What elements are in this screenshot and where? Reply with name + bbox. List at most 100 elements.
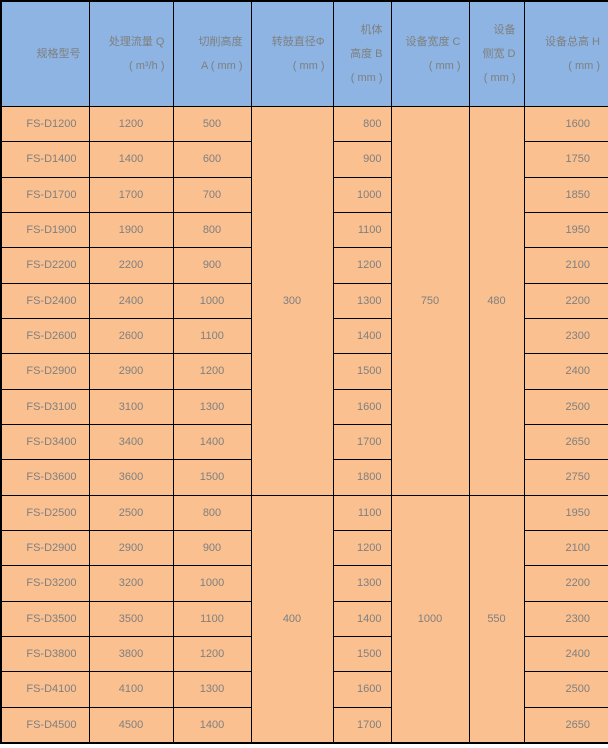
- table-row: FS-D2500 2500 800 400 1100 1000 550 1950: [0, 494, 608, 744]
- header-model: 规格型号: [0, 0, 90, 107]
- cell-side-width-d: 480: [468, 106, 525, 496]
- table-row: FS-D3600 3600 1500 1800 2750: [0, 459, 608, 496]
- cell-flow-q: 1900: [88, 211, 174, 249]
- cell-model: FS-D1900: [0, 211, 90, 249]
- cell-total-height-h: 1600: [523, 105, 608, 143]
- table-row: FS-D1200 1200 500 300 800 750 480 1600: [0, 105, 608, 496]
- header-cut_height_a: 切削高度 A ( mm ): [172, 0, 252, 107]
- cell-flow-q: 4100: [88, 671, 174, 708]
- cell-total-height-h: 2400: [523, 353, 608, 390]
- cell-flow-q: 2600: [88, 317, 174, 355]
- table-row: FS-D4100 4100 1300 1600 2500: [0, 671, 608, 708]
- cell-cut-height-a: 900: [172, 247, 252, 284]
- header-line: 设备宽度 C: [405, 36, 461, 48]
- cell-total-height-h: 2500: [523, 671, 608, 708]
- table-row: FS-D3100 3100 1300 1600 2500: [0, 388, 608, 425]
- cell-total-height-h: 1850: [523, 176, 608, 213]
- header-line: ( m³/h ): [129, 60, 165, 72]
- header-line: 侧宽 D: [482, 48, 516, 60]
- header-drum_diameter: 转鼓直径Φ ( mm ): [250, 0, 334, 107]
- cell-flow-q: 3600: [88, 459, 174, 496]
- cell-body-height-b: 1100: [332, 494, 392, 531]
- cell-flow-q: 2900: [88, 353, 174, 390]
- cell-body-height-b: 800: [332, 105, 392, 143]
- cell-total-height-h: 2650: [523, 423, 608, 461]
- header-line: 切削高度: [198, 36, 243, 48]
- cell-flow-q: 1200: [88, 105, 174, 143]
- header-line: A ( mm ): [200, 60, 243, 72]
- header-body_height_b: 机体高度 B ( mm ): [332, 0, 392, 107]
- table-row: FS-D4500 4500 1400 1700 2650: [0, 706, 608, 744]
- cell-cut-height-a: 1400: [172, 423, 252, 461]
- cell-total-height-h: 2400: [523, 635, 608, 673]
- cell-total-height-h: 2300: [523, 317, 608, 355]
- cell-total-height-h: 2650: [523, 706, 608, 744]
- cell-cut-height-a: 1000: [172, 565, 252, 602]
- cell-model: FS-D3400: [0, 423, 90, 461]
- cell-cut-height-a: 900: [172, 529, 252, 567]
- cell-body-height-b: 1600: [332, 388, 392, 425]
- cell-body-height-b: 1800: [332, 459, 392, 496]
- cell-total-height-h: 1950: [523, 494, 608, 531]
- cell-model: FS-D2900: [0, 529, 90, 567]
- header-line: ( mm ): [428, 60, 461, 72]
- cell-cut-height-a: 700: [172, 176, 252, 213]
- header-side_width_d: 设备 侧宽 D ( mm ): [468, 0, 525, 107]
- header-line: 处理流量 Q: [108, 36, 165, 48]
- cell-body-height-b: 1700: [332, 423, 392, 461]
- table-header: 规格型号 处理流量 Q ( m³/h ) 切削高度 A ( mm ) 转鼓直径Φ ( mm …: [0, 0, 608, 107]
- cell-body-height-b: 1300: [332, 282, 392, 319]
- cell-model: FS-D2500: [0, 494, 90, 531]
- cell-body-height-b: 1700: [332, 706, 392, 744]
- cell-drum-diameter: 400: [250, 494, 334, 744]
- cell-body-height-b: 1200: [332, 247, 392, 284]
- cell-flow-q: 4500: [88, 706, 174, 744]
- header-total_height_h: 设备总高 H ( mm ): [523, 0, 608, 107]
- table-row: FS-D1400 1400 600 900 1750: [0, 141, 608, 178]
- cell-cut-height-a: 1100: [172, 317, 252, 355]
- cell-body-height-b: 1000: [332, 176, 392, 213]
- header-line: 设备总高 H: [545, 36, 600, 48]
- cell-flow-q: 3500: [88, 600, 174, 637]
- cell-cut-height-a: 1100: [172, 600, 252, 637]
- cell-model: FS-D1700: [0, 176, 90, 213]
- cell-flow-q: 3100: [88, 388, 174, 425]
- cell-body-height-b: 1500: [332, 635, 392, 673]
- header-line: 机体: [360, 24, 383, 36]
- header-line: ( mm ): [292, 60, 325, 72]
- cell-flow-q: 3200: [88, 565, 174, 602]
- cell-flow-q: 2900: [88, 529, 174, 567]
- cell-total-height-h: 2200: [523, 282, 608, 319]
- header-line: 高度 B: [350, 48, 383, 60]
- cell-model: FS-D3600: [0, 459, 90, 496]
- cell-cut-height-a: 1200: [172, 635, 252, 673]
- header-line: 设备: [493, 24, 516, 36]
- table-row: FS-D3200 3200 1000 1300 2200: [0, 565, 608, 602]
- cell-total-height-h: 1750: [523, 141, 608, 178]
- header-line: ( mm ): [350, 72, 383, 84]
- cell-side-width-d: 550: [468, 494, 525, 744]
- table-row: FS-D3400 3400 1400 1700 2650: [0, 423, 608, 461]
- table-row: FS-D3800 3800 1200 1500 2400: [0, 635, 608, 673]
- cell-model: FS-D4100: [0, 671, 90, 708]
- table-row: FS-D2900 2900 900 1200 2100: [0, 529, 608, 567]
- header-flow_q: 处理流量 Q ( m³/h ): [88, 0, 174, 107]
- cell-flow-q: 3800: [88, 635, 174, 673]
- table-row: FS-D2400 2400 1000 1300 2200: [0, 282, 608, 319]
- cell-total-height-h: 2100: [523, 529, 608, 567]
- cell-model: FS-D1400: [0, 141, 90, 178]
- table-row: FS-D1900 1900 800 1100 1950: [0, 211, 608, 249]
- cell-flow-q: 2500: [88, 494, 174, 531]
- cell-cut-height-a: 1300: [172, 671, 252, 708]
- cell-total-height-h: 2750: [523, 459, 608, 496]
- table-body: FS-D1200 1200 500 300 800 750 480 1600 FS-D1400 1…: [0, 105, 608, 744]
- cell-body-height-b: 1400: [332, 317, 392, 355]
- cell-model: FS-D2400: [0, 282, 90, 319]
- cell-body-height-b: 1400: [332, 600, 392, 637]
- cell-device-width-c: 1000: [390, 494, 470, 744]
- cell-drum-diameter: 300: [250, 106, 334, 496]
- cell-flow-q: 1700: [88, 176, 174, 213]
- cell-cut-height-a: 1500: [172, 459, 252, 496]
